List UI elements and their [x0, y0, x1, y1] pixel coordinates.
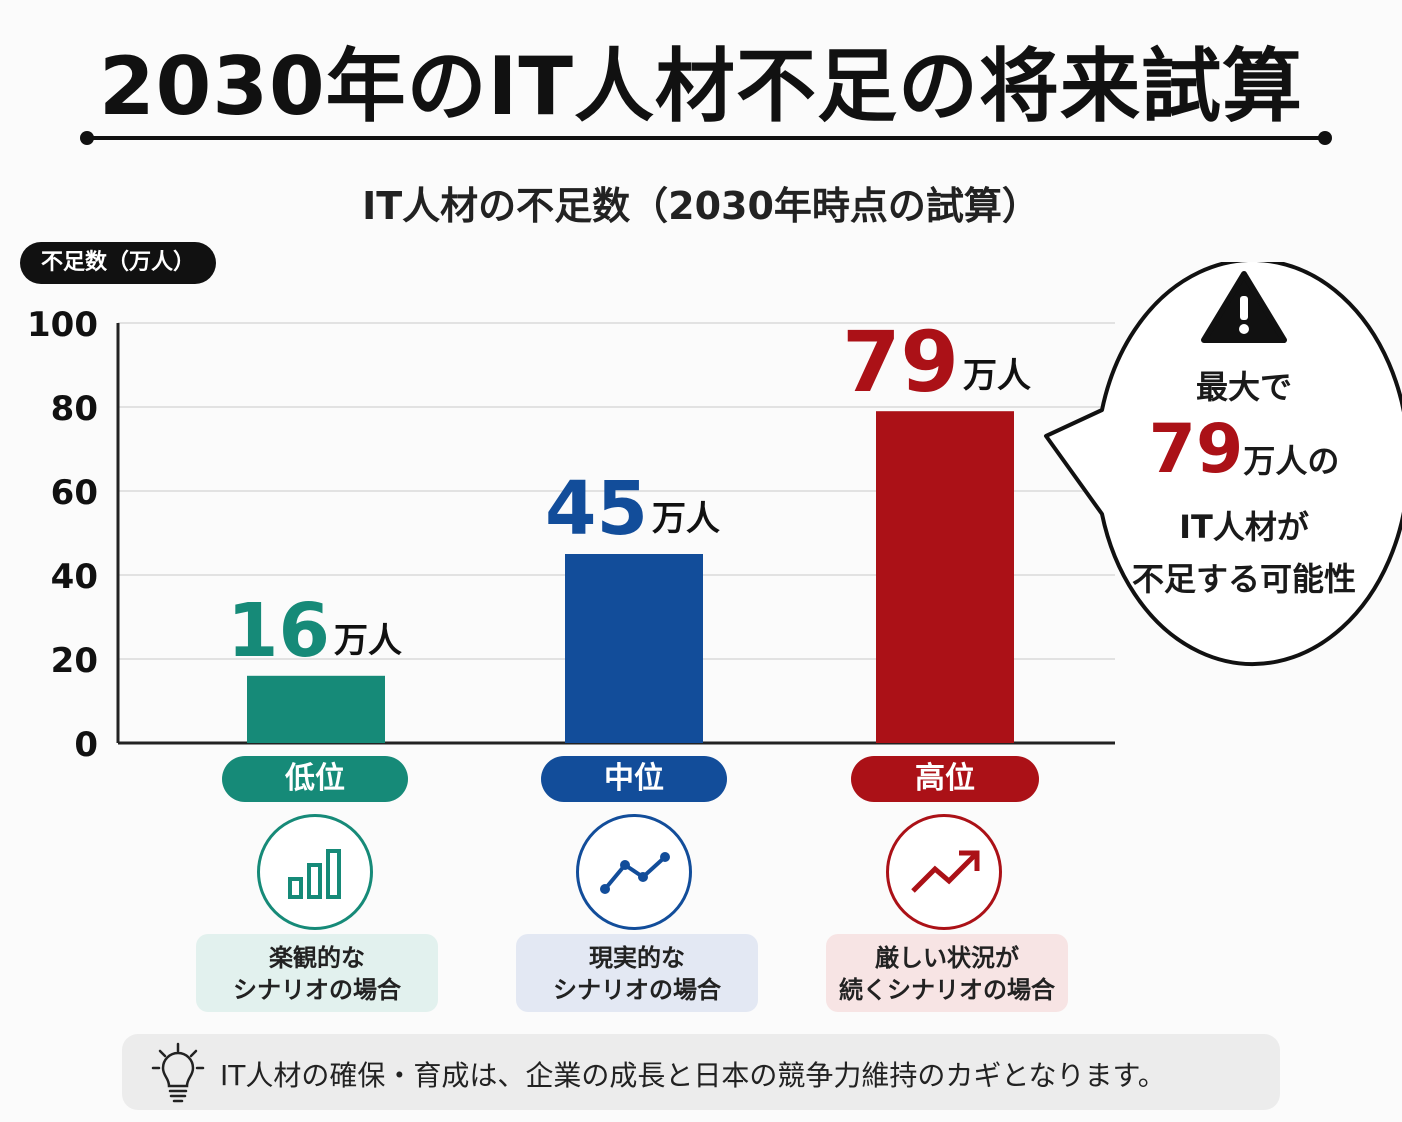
- main-title: 2030年のIT人材不足の将来試算: [99, 40, 1303, 133]
- trend-up-icon: [911, 850, 980, 893]
- scenario-desc-mid: 現実的な シナリオの場合: [516, 934, 758, 1012]
- title-rule-dot-left: [80, 131, 94, 145]
- y-tick-label: 80: [51, 389, 98, 429]
- bar-value-label: 45: [545, 466, 648, 552]
- bar-value-number: 79: [842, 313, 959, 411]
- y-tick-label: 100: [27, 305, 98, 345]
- lightbulb-icon: [151, 1042, 205, 1103]
- callout-bubble: [1044, 262, 1402, 666]
- callout-unit: 万人の: [1243, 442, 1340, 480]
- scenario-desc-high-line2: 続くシナリオの場合: [839, 976, 1055, 1004]
- scenario-desc-mid-line2: シナリオの場合: [553, 976, 721, 1004]
- bar-value-label: 16: [227, 588, 330, 674]
- y-tick-label: 40: [51, 557, 98, 597]
- scenario-desc-high-line1: 厳しい状況が: [875, 944, 1019, 972]
- scenario-desc-mid-line1: 現実的な: [589, 944, 685, 972]
- title-rule-dot-right: [1318, 131, 1332, 145]
- footer-note: IT人材の確保・育成は、企業の成長と日本の競争力維持のカギとなります。: [122, 1034, 1280, 1110]
- callout-line4: 不足する可能性: [1131, 560, 1356, 598]
- y-axis-unit-label: 不足数（万人）: [20, 242, 216, 284]
- callout-line1: 最大で: [1195, 368, 1292, 406]
- bar-value-unit: 万人: [334, 621, 402, 661]
- bar-value-label: 79: [842, 313, 959, 411]
- callout-value-line: 79万人の: [1088, 410, 1400, 489]
- y-tick-label: 60: [51, 473, 98, 513]
- bar: [247, 675, 385, 743]
- scenario-desc-low: 楽観的な シナリオの場合: [196, 934, 438, 1012]
- scenario-desc-low-line1: 楽観的な: [269, 944, 365, 972]
- callout-value: 79: [1148, 410, 1244, 489]
- warning-icon: [1201, 271, 1287, 343]
- y-tick-label: 0: [74, 725, 98, 765]
- category-pill-low: 低位: [222, 756, 408, 802]
- footer-text: IT人材の確保・育成は、企業の成長と日本の競争力維持のカギとなります。: [220, 1059, 1166, 1092]
- y-tick-label: 20: [51, 641, 98, 681]
- bar-value-unit: 万人: [652, 499, 720, 539]
- chart-subtitle: IT人材の不足数（2030年時点の試算）: [362, 184, 1040, 228]
- category-pill-mid: 中位: [541, 756, 727, 802]
- line-chart-icon: [600, 852, 670, 894]
- callout-line3: IT人材が: [1179, 508, 1309, 546]
- bar: [565, 554, 703, 743]
- category-pill-high: 高位: [851, 756, 1039, 802]
- bar: [876, 411, 1014, 743]
- bar-value-unit: 万人: [963, 356, 1031, 396]
- scenario-icon-low: [257, 814, 373, 930]
- scenario-desc-high: 厳しい状況が 続くシナリオの場合: [826, 934, 1068, 1012]
- scenario-icon-mid: [576, 814, 692, 930]
- bar-value-number: 16: [227, 588, 330, 674]
- scenario-icon-high: [886, 814, 1002, 930]
- bar-value-number: 45: [545, 466, 648, 552]
- bar-chart-icon: [288, 849, 341, 899]
- scenario-desc-low-line2: シナリオの場合: [233, 976, 401, 1004]
- title-rule: [86, 136, 1326, 140]
